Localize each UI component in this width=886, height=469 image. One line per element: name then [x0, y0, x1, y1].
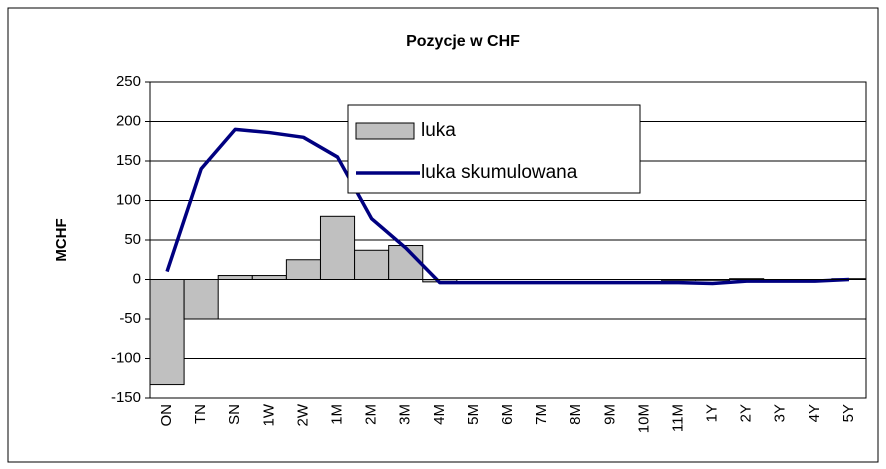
x-tick-label: 8M — [567, 404, 584, 425]
x-tick-label: 10M — [635, 404, 652, 433]
x-tick-label: 6M — [499, 404, 516, 425]
y-tick-label: 150 — [116, 152, 141, 169]
legend — [347, 104, 641, 194]
y-tick-label: 100 — [116, 191, 141, 208]
x-tick-label: 1Y — [704, 404, 721, 422]
y-axis-label: MCHF — [53, 218, 70, 261]
bar — [319, 215, 356, 281]
chart-title: Pozycje w CHF — [406, 33, 520, 50]
x-tick-label: 4M — [431, 404, 448, 425]
bar — [149, 279, 185, 386]
legend-label: luka skumulowana — [421, 162, 578, 183]
x-tick-label: 2W — [294, 403, 311, 426]
bar — [251, 275, 287, 280]
bar — [388, 245, 424, 280]
bar — [217, 275, 253, 280]
y-tick-label: 0 — [133, 270, 141, 287]
y-tick-label: -100 — [111, 349, 141, 366]
x-tick-label: 3Y — [772, 404, 789, 422]
x-tick-label: 4Y — [806, 404, 823, 422]
x-tick-label: SN — [226, 404, 243, 425]
y-tick-label: 250 — [116, 73, 141, 90]
y-tick-label: 200 — [116, 112, 141, 129]
y-tick-label: -150 — [111, 389, 141, 406]
x-tick-label: 5Y — [840, 404, 857, 422]
y-tick-label: 50 — [124, 231, 141, 248]
line — [165, 127, 850, 286]
x-tick-label: 1W — [260, 403, 277, 426]
bar — [354, 249, 390, 281]
x-tick-label: 2M — [363, 404, 380, 425]
x-tick-label: 9M — [601, 404, 618, 425]
x-tick-label: 1M — [328, 404, 345, 425]
x-tick-label: 11M — [669, 404, 686, 432]
bar — [183, 279, 219, 320]
x-tick-label: TN — [192, 404, 209, 424]
bar — [285, 259, 321, 280]
legend-label: luka — [421, 120, 456, 141]
legend-swatch — [355, 122, 415, 140]
x-tick-label: 2Y — [738, 404, 755, 422]
y-tick-label: -50 — [119, 310, 141, 327]
x-tick-label: 7M — [533, 404, 550, 425]
x-tick-label: ON — [158, 404, 175, 427]
x-tick-label: 3M — [397, 404, 414, 425]
x-tick-label: 5M — [465, 404, 482, 425]
